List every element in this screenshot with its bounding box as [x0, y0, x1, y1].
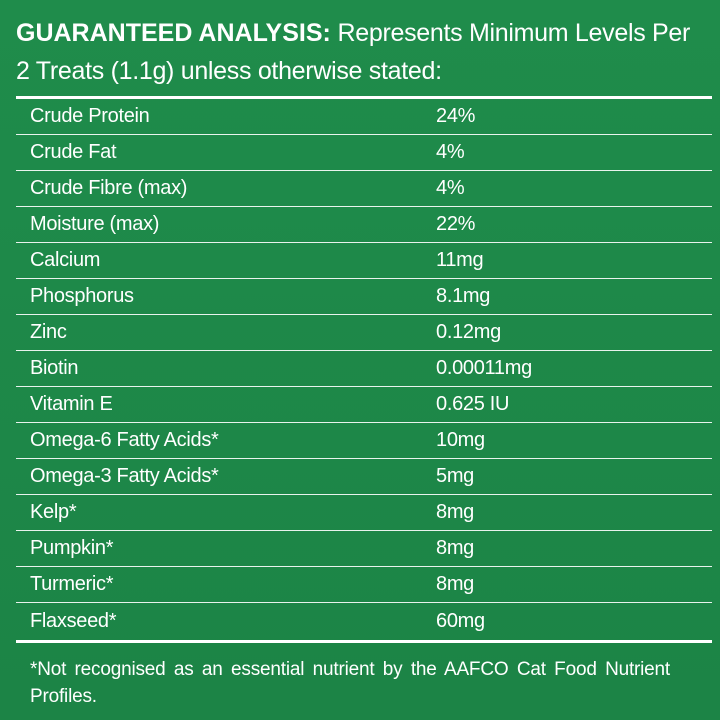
nutrient-name: Omega-3 Fatty Acids*	[30, 465, 219, 487]
nutrient-value: 8.1mg	[436, 285, 491, 307]
table-row: Biotin 0.00011mg	[16, 351, 712, 387]
table-row: Crude Protein 24%	[16, 99, 712, 135]
nutrient-value: 0.625 IU	[436, 393, 510, 415]
table-row: Omega-3 Fatty Acids* 5mg	[16, 459, 712, 495]
table-row: Crude Fat 4%	[16, 135, 712, 171]
analysis-header: GUARANTEED ANALYSIS: Represents Minimum …	[16, 14, 706, 90]
table-row: Pumpkin* 8mg	[16, 531, 712, 567]
nutrient-value: 4%	[436, 177, 465, 199]
table-row: Vitamin E 0.625 IU	[16, 387, 712, 423]
table-row: Crude Fibre (max) 4%	[16, 171, 712, 207]
nutrient-value: 10mg	[436, 429, 485, 451]
nutrient-name: Crude Fat	[30, 141, 117, 163]
analysis-table: Crude Protein 24% Crude Fat 4% Crude Fib…	[16, 96, 712, 643]
nutrient-value: 8mg	[436, 501, 475, 523]
nutrient-name: Vitamin E	[30, 393, 113, 415]
nutrient-name: Flaxseed*	[30, 610, 117, 632]
table-row: Calcium 11mg	[16, 243, 712, 279]
nutrient-value: 24%	[436, 105, 476, 127]
nutrient-value: 8mg	[436, 537, 475, 559]
nutrient-name: Biotin	[30, 357, 79, 379]
table-row: Turmeric* 8mg	[16, 567, 712, 603]
nutrient-name: Crude Fibre (max)	[30, 177, 188, 199]
nutrient-name: Turmeric*	[30, 573, 114, 595]
nutrient-value: 22%	[436, 213, 476, 235]
nutrient-name: Crude Protein	[30, 105, 150, 127]
nutrient-value: 0.12mg	[436, 321, 501, 343]
analysis-title: GUARANTEED ANALYSIS:	[16, 19, 331, 47]
table-row: Phosphorus 8.1mg	[16, 279, 712, 315]
nutrient-value: 0.00011mg	[436, 357, 532, 379]
nutrient-name: Kelp*	[30, 501, 77, 523]
nutrient-name: Zinc	[30, 321, 67, 343]
nutrient-value: 8mg	[436, 573, 475, 595]
nutrient-name: Calcium	[30, 249, 101, 271]
nutrient-value: 5mg	[436, 465, 475, 487]
table-row: Moisture (max) 22%	[16, 207, 712, 243]
nutrient-name: Pumpkin*	[30, 537, 114, 559]
nutrient-value: 11mg	[436, 249, 484, 271]
table-row: Flaxseed* 60mg	[16, 603, 712, 640]
table-row: Kelp* 8mg	[16, 495, 712, 531]
table-row: Omega-6 Fatty Acids* 10mg	[16, 423, 712, 459]
nutrient-value: 4%	[436, 141, 465, 163]
table-row: Zinc 0.12mg	[16, 315, 712, 351]
nutrient-value: 60mg	[436, 610, 485, 632]
nutrient-name: Phosphorus	[30, 285, 134, 307]
nutrient-name: Omega-6 Fatty Acids*	[30, 429, 219, 451]
footnote: *Not recognised as an essential nutrient…	[30, 659, 670, 707]
nutrient-name: Moisture (max)	[30, 213, 160, 235]
analysis-subtitle: Represents Minimum Levels Per 2 Treats (…	[16, 19, 691, 85]
